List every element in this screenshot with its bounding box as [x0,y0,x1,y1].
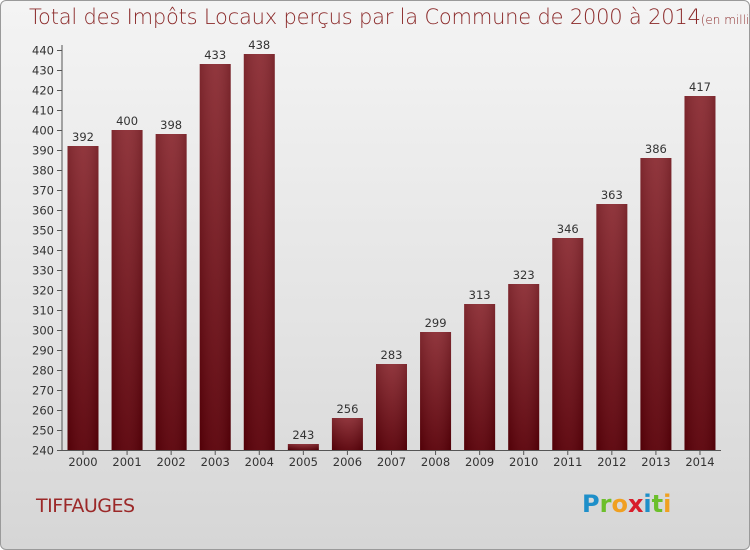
x-tick-label: 2001 [112,455,141,469]
y-tick-label: 370 [32,184,54,198]
proxiti-logo: Proxiti [582,490,671,518]
bar-shade [67,146,99,450]
data-label: 256 [336,402,358,416]
bar-shade [287,444,319,450]
x-tick-label: 2002 [156,455,185,469]
bar-shade [420,332,452,450]
logo-letter: P [582,490,600,518]
y-tick-label: 260 [32,404,54,418]
y-tick-label: 380 [32,164,54,178]
y-tick-label: 400 [32,124,54,138]
y-tick-label: 430 [32,64,54,78]
y-tick-label: 300 [32,324,54,338]
y-tick-label: 340 [32,244,54,258]
bar-shade [155,134,187,450]
y-tick-label: 280 [32,364,54,378]
bar-shade [464,304,496,450]
y-tick-label: 240 [32,444,54,458]
plot-area: 240 250 260 270 280 290 300 310 320 330 340 350 360 3… [32,38,721,469]
bar-shade [552,238,584,450]
x-tick-label: 2003 [201,455,230,469]
bar-shade [684,96,716,450]
data-label: 243 [292,428,314,442]
x-tick-label: 2011 [553,455,582,469]
x-tick-label: 2000 [68,455,97,469]
logo-letter: t [651,490,664,518]
bar-shade [375,364,407,450]
x-tick-label: 2013 [641,455,670,469]
data-label: 323 [513,268,535,282]
data-label: 283 [381,348,403,362]
data-label: 299 [425,316,447,330]
x-tick-label: 2008 [421,455,450,469]
bar-shade [111,130,143,450]
y-tick-label: 250 [32,424,54,438]
y-tick-label: 330 [32,264,54,278]
data-label: 398 [160,118,182,132]
y-tick-label: 440 [32,44,54,58]
logo-letter: r [599,490,612,518]
chart-title-text: Total des Impôts Locaux perçus par la Co… [29,5,701,29]
x-tick-label: 2005 [289,455,318,469]
y-tick-label: 290 [32,344,54,358]
data-label: 386 [645,142,667,156]
bar-shade [596,204,628,450]
data-label: 346 [557,222,579,236]
y-tick-label: 320 [32,284,54,298]
commune-name: TIFFAUGES [36,495,135,517]
x-tick-label: 2004 [245,455,274,469]
logo-letter: i [663,490,672,518]
y-tick-label: 270 [32,384,54,398]
x-tick-label: 2014 [685,455,714,469]
logo-letter: x [627,490,644,518]
data-label: 433 [204,48,226,62]
y-tick-label: 410 [32,104,54,118]
data-label: 392 [72,130,94,144]
logo-letter: o [611,490,628,518]
bar-shade [640,158,672,450]
bar-shade [199,64,231,450]
y-tick-label: 390 [32,144,54,158]
chart-title: Total des Impôts Locaux perçus par la Co… [29,5,750,29]
x-tick-label: 2012 [597,455,626,469]
y-tick-label: 350 [32,224,54,238]
logo-letter: i [643,490,652,518]
x-tick-label: 2006 [333,455,362,469]
bar-shade [243,54,275,450]
x-tick-label: 2007 [377,455,406,469]
data-label: 438 [248,38,270,52]
data-label: 313 [469,288,491,302]
y-tick-label: 420 [32,84,54,98]
y-tick-label: 360 [32,204,54,218]
chart-unit: (en milliers d'€) [700,13,750,27]
x-tick-label: 2009 [465,455,494,469]
bar-shade [508,284,540,450]
data-label: 400 [116,114,138,128]
y-tick-label: 310 [32,304,54,318]
data-label: 363 [601,188,623,202]
x-tick-label: 2010 [509,455,538,469]
bar-shade [331,418,363,450]
data-label: 417 [689,80,711,94]
